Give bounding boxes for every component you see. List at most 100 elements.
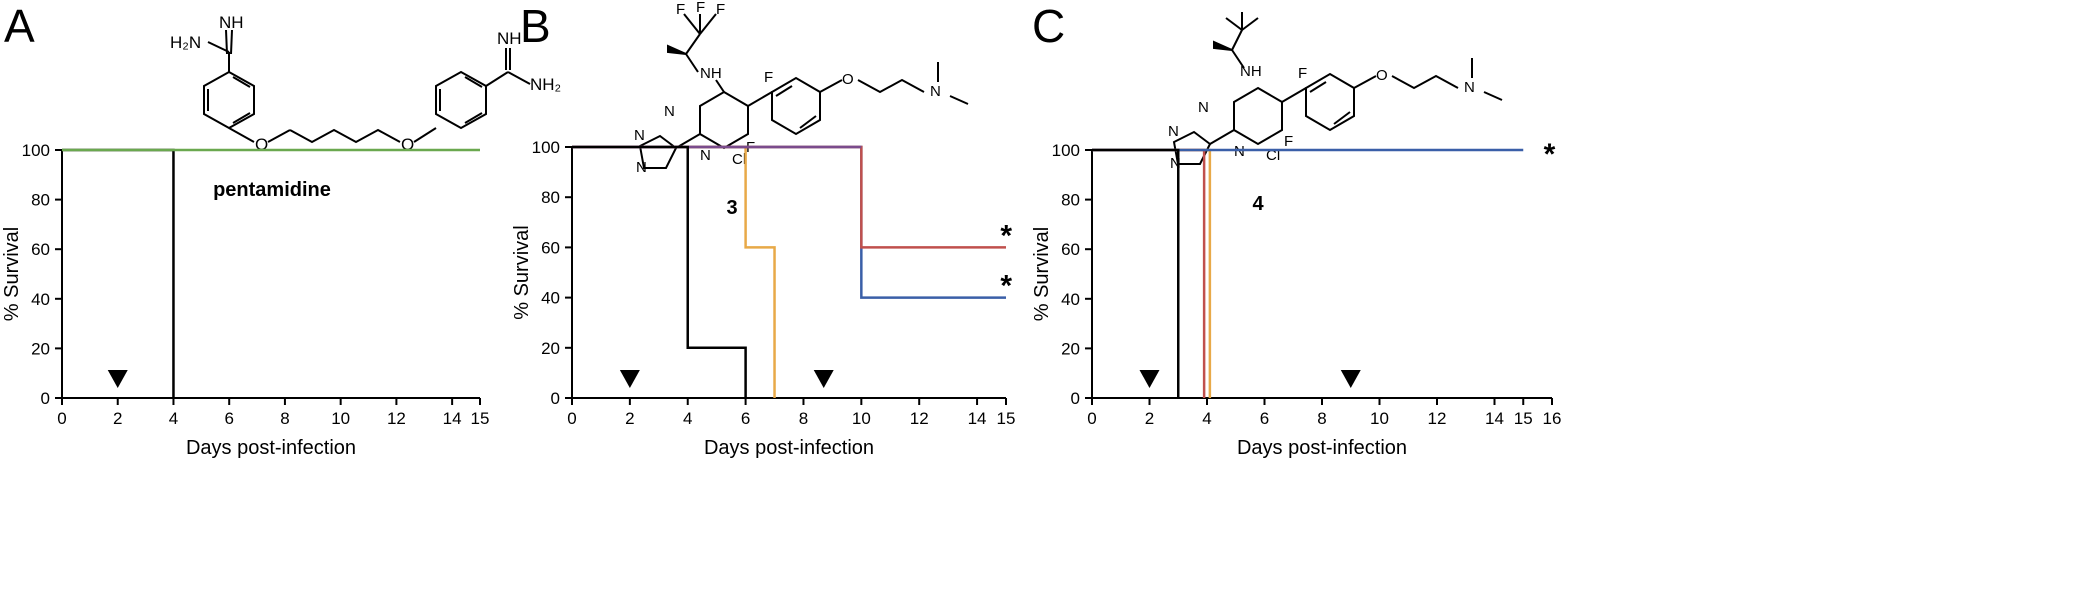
survival-plot: 0 20 40 60 80 100 0 2 4 6 8 10 12 14 15 Days post-infec… — [1, 141, 489, 459]
x-tick-label: 8 — [1317, 409, 1326, 428]
atom-label: H₂N — [170, 33, 201, 52]
x-tick-label: 6 — [1260, 409, 1269, 428]
atom-label: F — [1298, 65, 1307, 82]
atom-label: F — [676, 1, 685, 18]
y-tick-label: 40 — [541, 289, 560, 308]
atom-label: O — [1376, 67, 1388, 84]
compound-label: 3 — [726, 197, 737, 219]
dosing-marker — [813, 370, 834, 388]
atom-label: NH — [219, 13, 244, 32]
significance-marker: * — [1544, 138, 1556, 171]
y-tick-label: 80 — [541, 188, 560, 207]
atom-label: NH₂ — [530, 75, 561, 94]
x-axis-label: Days post-infection — [1237, 437, 1407, 459]
x-axis-label: Days post-infection — [704, 437, 874, 459]
dosing-marker — [1340, 370, 1361, 388]
y-tick-label: 40 — [31, 290, 50, 309]
atom-label: NH — [497, 29, 522, 48]
x-tick-label: 0 — [1087, 409, 1096, 428]
y-tick-label: 40 — [1061, 290, 1080, 309]
x-tick-label: 4 — [683, 409, 692, 428]
panel-label: C — [1032, 0, 1065, 52]
survival-plot: 0 20 40 60 80 100 0 2 4 6 8 10 12 14 15 Days post-infec… — [511, 138, 1015, 459]
x-tick-label: 2 — [625, 409, 634, 428]
atom-label: N — [700, 147, 711, 164]
y-tick-label: 100 — [1052, 141, 1080, 160]
atom-label: N — [664, 103, 675, 120]
compound-label: 4 — [1252, 193, 1264, 215]
y-tick-label: 0 — [551, 389, 560, 408]
atom-label: F — [764, 69, 773, 86]
series-line — [572, 145, 747, 398]
y-axis-label: % Survival — [1, 227, 23, 321]
x-tick-label: 15 — [997, 409, 1016, 428]
series-line — [1092, 148, 1212, 398]
atom-label: N — [930, 83, 941, 100]
y-tick-label: 20 — [31, 339, 50, 358]
atom-label: Cl — [732, 151, 746, 168]
y-tick-label: 0 — [1071, 389, 1080, 408]
panel-c: C NH F — [1031, 0, 1561, 459]
panel-b: B F — [511, 0, 1015, 459]
x-tick-label: 10 — [1370, 409, 1389, 428]
x-tick-label: 16 — [1543, 409, 1562, 428]
x-tick-label: 14 — [1485, 409, 1504, 428]
x-tick-label: 0 — [57, 409, 66, 428]
compound-label: pentamidine — [213, 179, 331, 201]
x-tick-label: 10 — [852, 409, 871, 428]
series-line — [572, 145, 776, 398]
atom-label: N — [1464, 79, 1475, 96]
atom-label: N — [1170, 155, 1181, 172]
x-tick-label: 4 — [169, 409, 178, 428]
x-tick-label: 8 — [799, 409, 808, 428]
atom-label: F — [716, 1, 725, 18]
atom-label: F — [1284, 133, 1293, 150]
chemical-structure — [1172, 12, 1503, 165]
x-tick-label: 8 — [280, 409, 289, 428]
atom-label: N — [634, 127, 645, 144]
atom-label: N — [1168, 123, 1179, 140]
structure-atoms: NH F O N N N N N F Cl — [1168, 63, 1475, 172]
structure-atoms: F F F NH F O N N N N N F Cl — [634, 0, 941, 176]
x-tick-label: 12 — [387, 409, 406, 428]
chemical-structure — [203, 29, 531, 144]
significance-marker: * — [1000, 270, 1012, 303]
series-line — [1092, 148, 1206, 398]
x-tick-label: 2 — [1145, 409, 1154, 428]
x-tick-label: 12 — [1428, 409, 1447, 428]
y-tick-label: 60 — [1061, 240, 1080, 259]
y-tick-label: 100 — [532, 138, 560, 157]
x-tick-label: 14 — [968, 409, 987, 428]
survival-plot: 0 20 40 60 80 100 0 2 4 6 8 10 12 14 15 16 Days post-inf… — [1031, 138, 1561, 459]
x-tick-label: 4 — [1202, 409, 1211, 428]
y-tick-label: 0 — [41, 389, 50, 408]
atom-label: N — [636, 159, 647, 176]
x-tick-label: 15 — [471, 409, 490, 428]
x-tick-label: 15 — [1514, 409, 1533, 428]
atom-label: NH — [700, 65, 722, 82]
y-tick-label: 20 — [541, 339, 560, 358]
atom-label: N — [1234, 143, 1245, 160]
y-tick-label: 60 — [31, 240, 50, 259]
chemical-structure — [638, 13, 969, 169]
y-tick-label: 60 — [541, 238, 560, 257]
atom-label: NH — [1240, 63, 1262, 80]
structure-atoms: NH H₂N O O NH NH₂ — [170, 13, 561, 154]
y-tick-label: 100 — [22, 141, 50, 160]
dosing-marker — [1139, 370, 1160, 388]
dosing-marker — [107, 370, 128, 388]
significance-marker: * — [1000, 219, 1012, 252]
x-tick-label: 2 — [113, 409, 122, 428]
x-tick-label: 0 — [567, 409, 576, 428]
y-tick-label: 80 — [31, 191, 50, 210]
x-tick-label: 10 — [331, 409, 350, 428]
x-tick-label: 6 — [741, 409, 750, 428]
dosing-marker — [619, 370, 640, 388]
y-tick-label: 80 — [1061, 191, 1080, 210]
panel-label: B — [520, 0, 551, 52]
y-axis-label: % Survival — [1031, 227, 1053, 321]
atom-label: O — [842, 71, 854, 88]
panel-label: A — [4, 0, 35, 52]
